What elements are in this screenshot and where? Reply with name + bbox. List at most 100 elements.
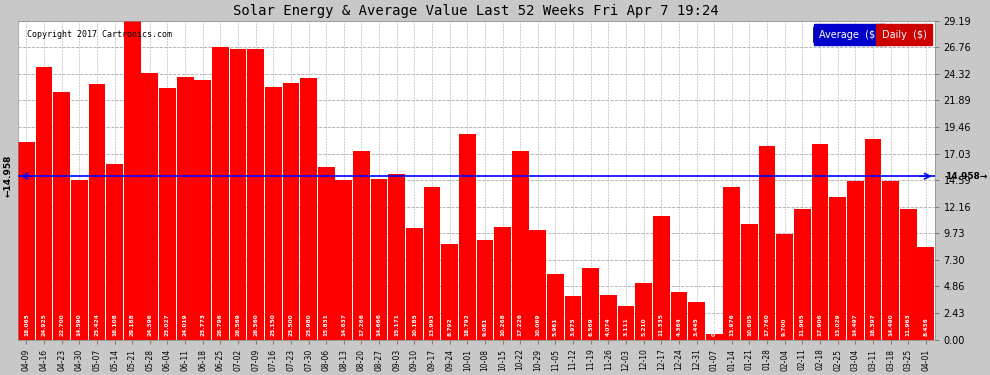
Text: 26.560: 26.560 (253, 314, 258, 336)
Bar (512, 152, 529, 339)
Bar (459, 134, 475, 339)
Text: 23.773: 23.773 (200, 314, 205, 336)
Text: 13.993: 13.993 (430, 314, 435, 336)
Legend: Average  ($), Daily  ($): Average ($), Daily ($) (814, 26, 930, 43)
Bar (424, 187, 441, 339)
Text: 8.792: 8.792 (447, 318, 452, 336)
Text: 17.760: 17.760 (764, 314, 769, 336)
Bar (265, 87, 282, 339)
Text: 18.065: 18.065 (24, 314, 29, 336)
Bar (582, 268, 599, 339)
Text: 14.590: 14.590 (77, 314, 82, 336)
Bar (142, 73, 158, 339)
Bar (388, 174, 405, 339)
Text: 4.364: 4.364 (676, 318, 681, 336)
Text: 10.069: 10.069 (536, 314, 541, 336)
Bar (177, 77, 193, 339)
Text: 14.666: 14.666 (376, 314, 381, 336)
Text: 24.396: 24.396 (148, 314, 152, 336)
Text: 23.424: 23.424 (94, 314, 99, 336)
Bar (124, 21, 141, 339)
Bar (618, 306, 635, 339)
Bar (476, 240, 493, 339)
Text: 17.266: 17.266 (359, 314, 364, 336)
Bar (600, 295, 617, 339)
Bar (353, 151, 370, 339)
Bar (406, 228, 423, 339)
Text: 3.975: 3.975 (570, 318, 575, 336)
Text: 14.958→: 14.958→ (945, 172, 988, 181)
Bar (212, 47, 229, 339)
Bar (882, 181, 899, 339)
Bar (776, 234, 793, 339)
Bar (336, 180, 352, 339)
Text: 10.268: 10.268 (500, 314, 505, 336)
Bar (742, 224, 757, 339)
Text: 0.554: 0.554 (712, 318, 717, 336)
Text: 15.831: 15.831 (324, 314, 329, 336)
Text: 23.150: 23.150 (271, 314, 276, 336)
Text: 11.963: 11.963 (906, 314, 911, 336)
Text: 13.976: 13.976 (730, 314, 735, 336)
Bar (812, 144, 829, 339)
Text: ←14.958: ←14.958 (3, 155, 12, 197)
Text: 14.497: 14.497 (852, 314, 857, 336)
Bar (830, 197, 846, 339)
Text: 5.961: 5.961 (553, 318, 558, 336)
Text: 17.906: 17.906 (818, 314, 823, 336)
Text: 6.569: 6.569 (588, 318, 593, 336)
Text: 11.965: 11.965 (800, 314, 805, 336)
Text: 24.019: 24.019 (182, 314, 188, 336)
Text: 26.796: 26.796 (218, 314, 223, 336)
Bar (918, 248, 935, 339)
Bar (88, 84, 105, 339)
Bar (864, 139, 881, 339)
Text: 23.027: 23.027 (165, 314, 170, 336)
Text: 16.108: 16.108 (112, 314, 117, 336)
Text: 13.029: 13.029 (836, 314, 841, 336)
Text: 9.700: 9.700 (782, 318, 787, 336)
Bar (71, 180, 88, 339)
Text: 10.605: 10.605 (746, 314, 752, 336)
Bar (106, 164, 123, 339)
Bar (18, 142, 35, 339)
Text: 23.980: 23.980 (306, 314, 311, 336)
Text: 18.397: 18.397 (870, 314, 875, 336)
Bar (36, 67, 52, 339)
Bar (53, 92, 70, 339)
Text: 5.210: 5.210 (642, 318, 646, 336)
Bar (636, 283, 652, 339)
Bar (194, 80, 211, 339)
Text: 17.226: 17.226 (518, 314, 523, 336)
Text: 29.188: 29.188 (130, 314, 135, 336)
Text: 8.436: 8.436 (924, 318, 929, 336)
Text: 26.569: 26.569 (236, 314, 241, 336)
Text: 18.792: 18.792 (464, 314, 470, 336)
Bar (652, 216, 669, 339)
Text: 23.500: 23.500 (288, 314, 293, 336)
Text: Copyright 2017 Cartronics.com: Copyright 2017 Cartronics.com (27, 30, 171, 39)
Text: 15.171: 15.171 (394, 314, 399, 336)
Text: 3.111: 3.111 (624, 318, 629, 336)
Bar (159, 88, 176, 339)
Text: 14.490: 14.490 (888, 314, 893, 336)
Bar (688, 302, 705, 339)
Bar (300, 78, 317, 339)
Bar (530, 230, 546, 339)
Text: 9.081: 9.081 (482, 318, 487, 336)
Bar (248, 50, 264, 339)
Bar (670, 292, 687, 339)
Text: 24.925: 24.925 (42, 314, 47, 336)
Text: 11.335: 11.335 (658, 314, 663, 336)
Bar (846, 181, 863, 339)
Bar (758, 146, 775, 339)
Bar (794, 209, 811, 339)
Bar (370, 179, 387, 339)
Bar (318, 166, 335, 339)
Bar (724, 187, 741, 339)
Bar (564, 296, 581, 339)
Bar (547, 274, 564, 339)
Bar (706, 333, 723, 339)
Text: 22.700: 22.700 (59, 314, 64, 336)
Bar (230, 50, 247, 339)
